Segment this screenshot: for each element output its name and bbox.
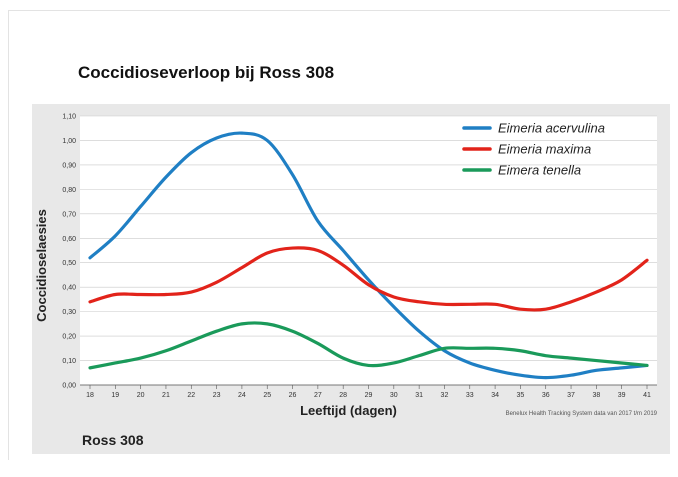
y-tick-label: 1,10 — [62, 114, 76, 121]
y-tick-label: 0,70 — [62, 211, 76, 218]
y-tick-label: 0,40 — [62, 285, 76, 292]
x-tick-label: 37 — [567, 392, 575, 399]
x-tick-label: 36 — [542, 392, 550, 399]
y-axis-title: Coccidioselaesies — [34, 209, 49, 322]
series-line-1 — [88, 131, 649, 380]
plot-area — [80, 116, 657, 385]
x-tick-label: 31 — [415, 392, 423, 399]
source-note: Benelux Health Tracking System data van … — [506, 411, 658, 417]
x-axis-title: Leeftijd (dagen) — [300, 403, 397, 418]
series-line-2 — [88, 246, 649, 312]
x-tick-label: 19 — [111, 392, 119, 399]
line-chart: 0,00 0,10 0,20 0,30 0,40 0,50 0,60 0,70 0,80 0,90… — [34, 114, 658, 419]
x-tick-label: 18 — [86, 392, 94, 399]
x-tick-label: 33 — [466, 392, 474, 399]
x-tick-label: 35 — [517, 392, 525, 399]
x-tick-label: 21 — [162, 392, 170, 399]
y-tick-label: 0,30 — [62, 309, 76, 316]
y-tick-label: 0,10 — [62, 358, 76, 365]
page-title: Coccidioseverloop bij Ross 308 — [78, 63, 335, 82]
legend-label: Eimera tenella — [498, 163, 581, 178]
x-tick-label: 29 — [365, 392, 373, 399]
x-tick-label: 27 — [314, 392, 322, 399]
series-line-3 — [88, 321, 649, 370]
y-tick-label: 0,60 — [62, 236, 76, 243]
x-tick-label: 24 — [238, 392, 246, 399]
x-tick-label: 25 — [263, 392, 271, 399]
x-tick-label: 39 — [618, 392, 626, 399]
x-tick-label: 20 — [137, 392, 145, 399]
x-tick-label: 38 — [592, 392, 600, 399]
x-tick-label: 30 — [390, 392, 398, 399]
y-tick-label: 0,00 — [62, 383, 76, 390]
legend-label: Eimeria acervulina — [498, 121, 605, 136]
legend-label: Eimeria maxima — [498, 142, 591, 157]
figure-frame — [8, 10, 670, 460]
y-tick-label: 0,20 — [62, 334, 76, 341]
y-tick-label: 1,00 — [62, 138, 76, 145]
x-tick-label: 22 — [187, 392, 195, 399]
y-tick-label: 0,50 — [62, 260, 76, 267]
x-tick-label: 28 — [339, 392, 347, 399]
chart-panel: 0,00 0,10 0,20 0,30 0,40 0,50 0,60 0,70 0,80 0,90… — [32, 104, 670, 454]
x-tick-label: 26 — [289, 392, 297, 399]
x-tick-label: 23 — [213, 392, 221, 399]
footer-label: Ross 308 — [82, 432, 144, 448]
x-tick-label: 41 — [643, 392, 651, 399]
x-tick-label: 32 — [441, 392, 449, 399]
y-tick-label: 0,80 — [62, 187, 76, 194]
y-tick-label: 0,90 — [62, 162, 76, 169]
x-tick-label: 34 — [491, 392, 499, 399]
